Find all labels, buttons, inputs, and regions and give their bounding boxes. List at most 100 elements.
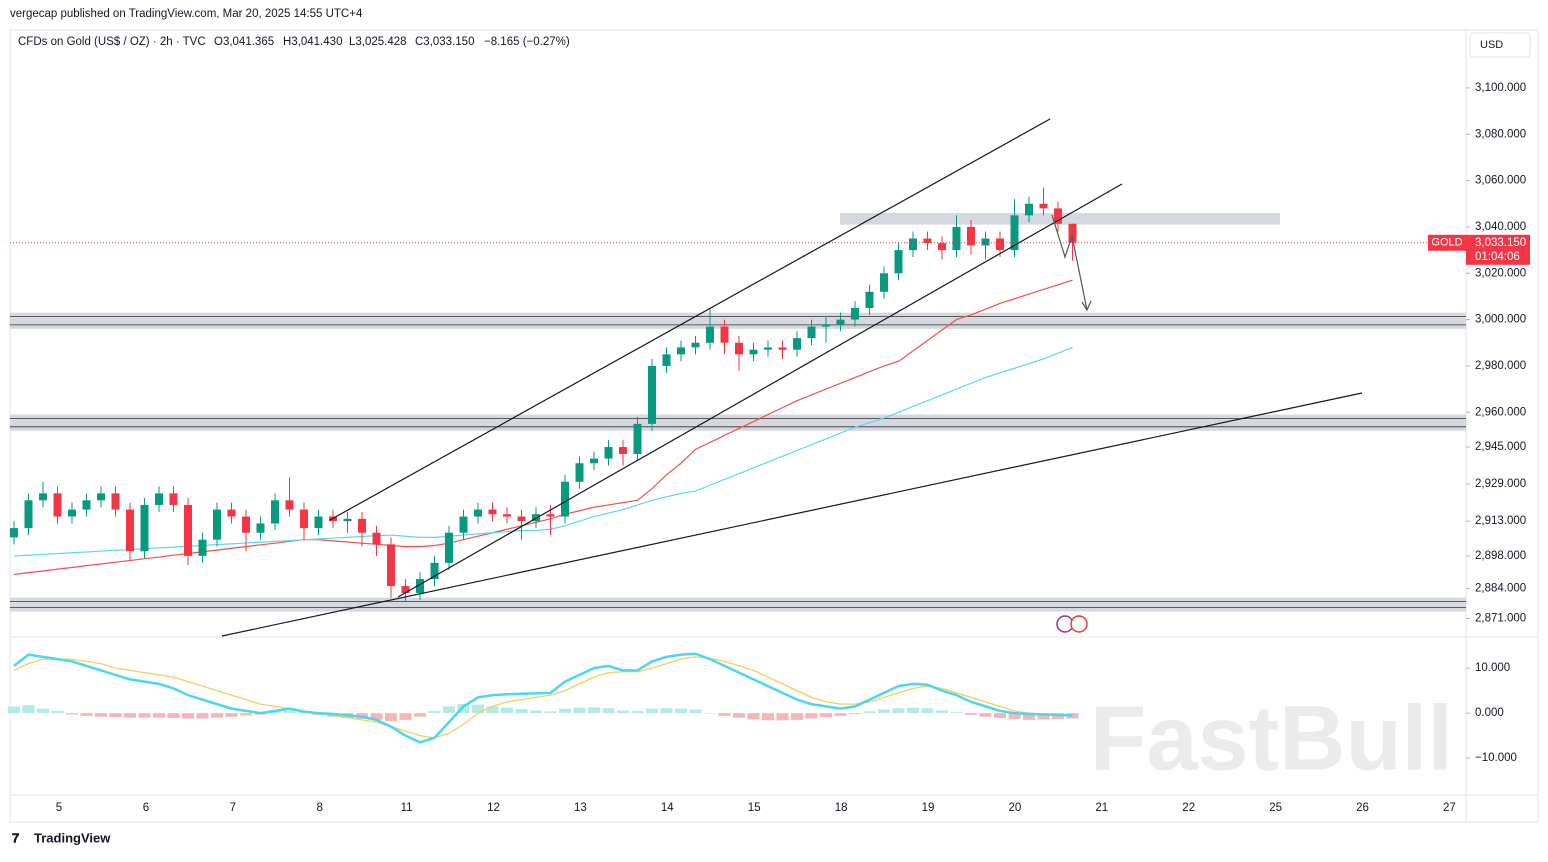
y-tick-label: 2,871.000	[1475, 612, 1526, 624]
candle-body	[488, 509, 497, 515]
macd-histogram	[109, 713, 122, 718]
footer-mark: 𝟕	[12, 830, 20, 845]
candle-body	[778, 347, 787, 350]
y-tick-label: 2,980.000	[1475, 360, 1526, 372]
candle-body	[430, 562, 439, 580]
macd-histogram	[573, 707, 586, 714]
macd-histogram	[95, 713, 107, 717]
macd-histogram	[617, 710, 629, 714]
x-tick-label: 26	[1356, 802, 1369, 814]
candle-body	[619, 447, 627, 454]
macd-histogram	[979, 713, 992, 717]
candle-body	[546, 514, 555, 517]
arrow-head	[1081, 300, 1092, 312]
x-tick-label: 13	[574, 802, 587, 814]
x-tick-label: 8	[316, 802, 322, 814]
candle-body	[227, 509, 236, 517]
candle-body	[271, 500, 279, 524]
macd-histogram	[1037, 713, 1050, 720]
symbol-title: CFDs on Gold (US$ / OZ) · 2h · TVC	[18, 36, 206, 48]
candle-body	[909, 238, 917, 251]
y-tick-label: 2,913.000	[1475, 515, 1526, 527]
macd-histogram	[414, 713, 426, 717]
macd-histogram	[153, 713, 165, 718]
candle-body	[82, 500, 91, 510]
candle-body	[1039, 203, 1048, 209]
candle-body	[967, 226, 975, 246]
candle-body	[517, 516, 526, 522]
candle-body	[416, 579, 424, 593]
y-tick-label: 2,898.000	[1475, 550, 1526, 562]
candle-body	[1010, 215, 1019, 251]
candle-body	[880, 273, 888, 292]
candle-body	[952, 226, 961, 251]
x-tick-label: 19	[922, 802, 935, 814]
macd-histogram	[66, 713, 78, 715]
channel-top	[329, 118, 1051, 521]
candle-body	[198, 539, 207, 556]
macd-histogram	[51, 710, 64, 714]
macd-histogram	[762, 713, 774, 721]
macd-histogram	[370, 713, 383, 720]
macd-histogram	[501, 707, 513, 714]
currency-box[interactable]	[1469, 32, 1531, 58]
symbol-label: GOLD	[1431, 237, 1462, 249]
candle-body	[865, 291, 874, 309]
candle-body	[749, 349, 758, 355]
macd-histogram	[515, 709, 528, 714]
macd-histogram	[820, 713, 832, 718]
ohlc-change: −8.165 (−0.27%)	[484, 36, 570, 48]
y-tick-label: 3,040.000	[1475, 221, 1526, 233]
candle-body	[981, 238, 990, 246]
macd-tick-label: 0.000	[1475, 707, 1504, 719]
macd-histogram	[863, 711, 876, 714]
y-tick-label: 3,000.000	[1475, 314, 1526, 326]
candle-body	[372, 532, 381, 545]
drawings	[221, 118, 1363, 637]
candle-body	[97, 493, 105, 501]
candle-body	[691, 342, 700, 348]
candle-body	[735, 342, 743, 355]
candle-body	[256, 523, 265, 533]
trendline	[221, 392, 1363, 637]
candle-body	[561, 481, 569, 517]
macd-tick-label: 10.000	[1475, 662, 1510, 674]
candle-body	[503, 514, 511, 517]
candle-body	[126, 509, 134, 552]
macd-histogram	[936, 710, 948, 714]
macd-histogram	[921, 708, 934, 714]
candle-body	[53, 493, 62, 517]
macd-histogram	[37, 708, 49, 714]
candle-body	[1068, 223, 1077, 243]
x-tick-label: 14	[661, 802, 674, 814]
event-icon[interactable]	[1070, 615, 1088, 633]
macd-histogram	[196, 713, 209, 719]
signal-line	[13, 656, 1073, 739]
candle-body	[923, 238, 932, 244]
macd-histogram	[138, 713, 151, 718]
macd-histogram	[849, 713, 861, 715]
macd-histogram	[1023, 713, 1035, 720]
candle-body	[285, 500, 294, 510]
macd-histogram	[124, 713, 136, 718]
candle-body	[720, 326, 729, 343]
x-tick-label: 15	[748, 802, 761, 814]
macd-histogram	[399, 713, 412, 720]
macd-histogram	[907, 707, 919, 714]
candle-body	[184, 504, 192, 556]
macd-histogram	[718, 713, 731, 716]
macd-histogram	[791, 713, 803, 720]
macd-histogram	[646, 708, 658, 714]
macd-histogram	[602, 708, 615, 714]
candle-body	[68, 509, 76, 517]
macd-histogram	[1008, 713, 1021, 719]
candle-body	[459, 516, 468, 533]
candle-body	[111, 493, 120, 510]
macd-histogram	[8, 706, 20, 714]
x-tick-label: 22	[1182, 802, 1195, 814]
candle-body	[358, 518, 366, 533]
x-tick-label: 25	[1269, 802, 1282, 814]
macd-histogram	[182, 713, 194, 719]
x-tick-label: 20	[1009, 802, 1022, 814]
watermark: FastBull	[1090, 687, 1453, 789]
